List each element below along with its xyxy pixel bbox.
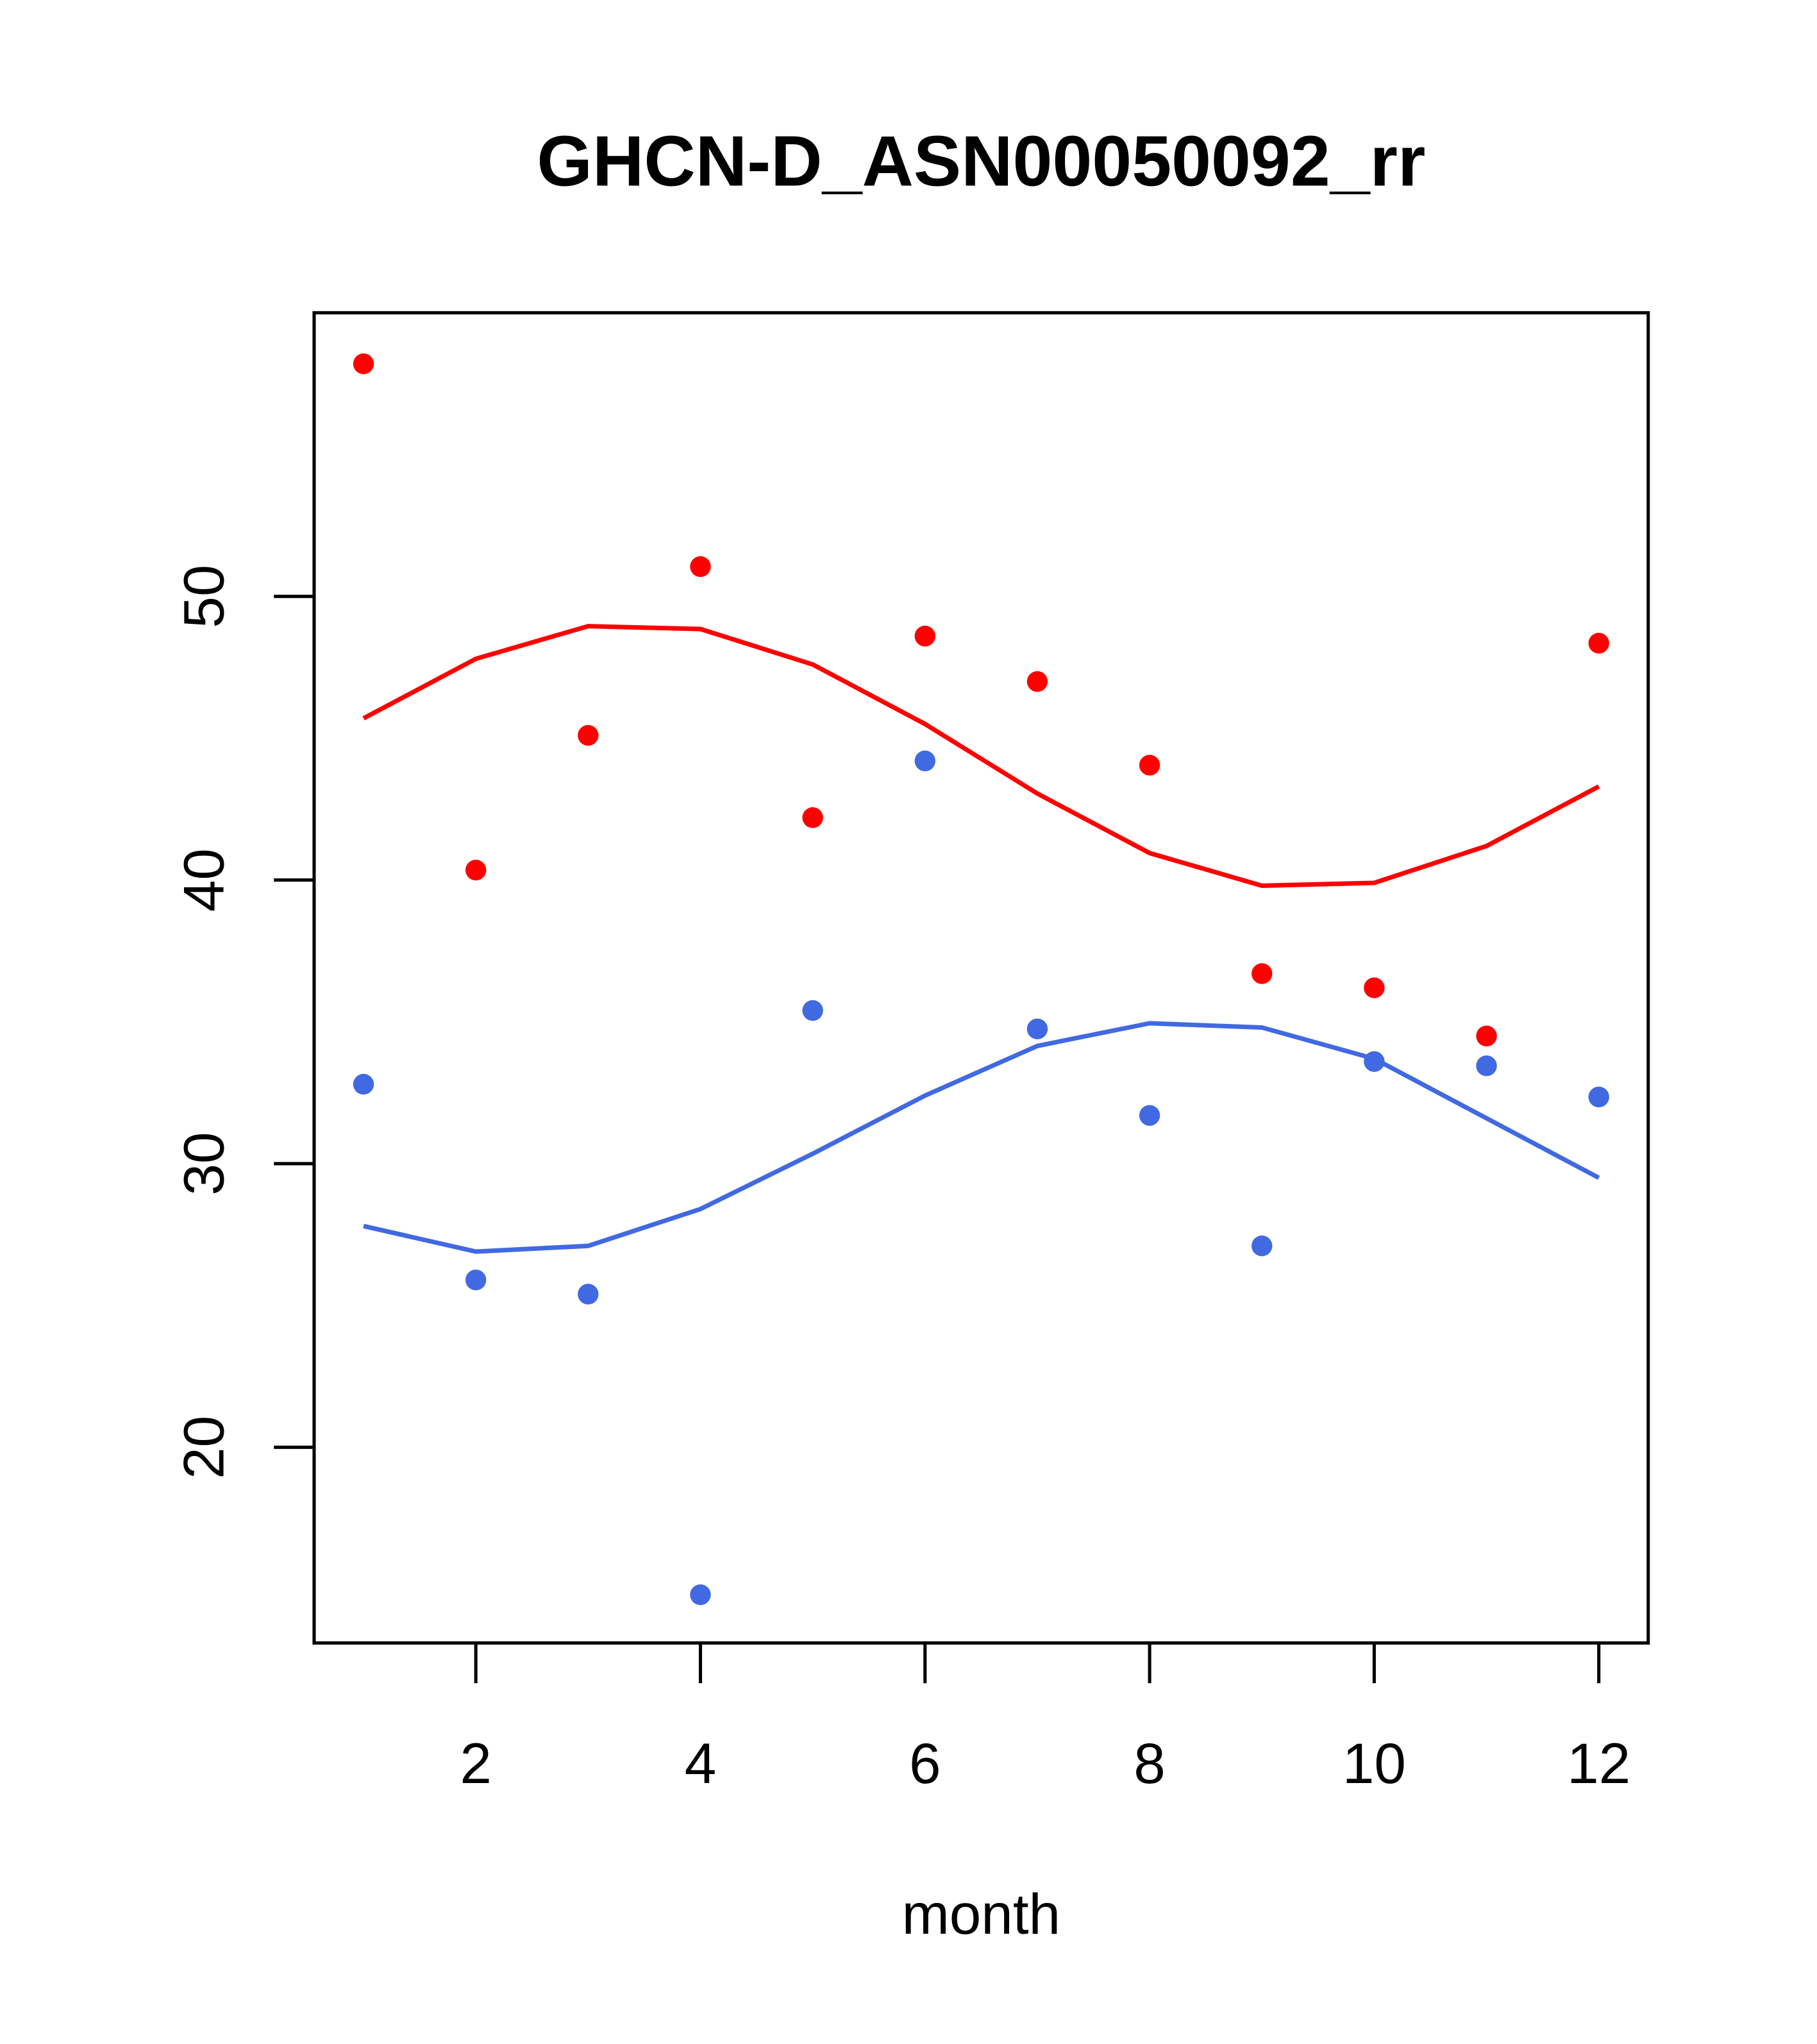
x-axis: 2 4 6 8 10 12 — [460, 1643, 1630, 1795]
red-points-point — [1139, 755, 1160, 776]
y-tick-label: 50 — [171, 565, 235, 628]
x-tick-label: 6 — [909, 1731, 941, 1795]
red-points-point — [914, 625, 935, 647]
blue-points-point — [1139, 1105, 1160, 1126]
red-points-point — [353, 353, 374, 374]
blue-points-point — [578, 1284, 599, 1305]
y-axis: 20 30 40 50 — [171, 565, 314, 1479]
y-tick-label: 40 — [171, 848, 235, 912]
plot-frame — [312, 311, 1650, 1645]
red-points-point — [1476, 1025, 1497, 1047]
red-points-point — [690, 556, 711, 577]
x-tick-label: 8 — [1134, 1731, 1166, 1795]
plot-marks — [353, 353, 1609, 1605]
red-points-point — [465, 859, 487, 881]
red-points-point — [1252, 963, 1273, 984]
blue-points-point — [1588, 1086, 1609, 1108]
blue-points-point — [1252, 1236, 1273, 1257]
red-points-point — [578, 725, 599, 746]
x-axis-label: month — [902, 1882, 1061, 1946]
blue-points-point — [353, 1073, 374, 1095]
x-tick-label: 4 — [685, 1731, 717, 1795]
blue-points-point — [914, 750, 935, 771]
x-tick-label: 12 — [1567, 1731, 1630, 1795]
red-line-series — [362, 624, 1600, 888]
red-points-point — [1588, 632, 1609, 654]
blue-line-series — [363, 1021, 1600, 1254]
y-tick-label: 30 — [171, 1132, 235, 1195]
chart-title: GHCN-D_ASN00050092_rr — [537, 121, 1425, 201]
red-points-point — [1026, 671, 1048, 692]
red-points-point — [802, 807, 823, 828]
y-tick-label: 20 — [171, 1416, 235, 1479]
blue-points-point — [1476, 1055, 1497, 1076]
blue-points-point — [465, 1269, 487, 1291]
red-points-point — [1364, 977, 1385, 998]
blue-points-point — [690, 1584, 711, 1605]
blue-points-point — [1026, 1018, 1048, 1039]
blue-points-point — [802, 1000, 823, 1021]
x-tick-label: 10 — [1343, 1731, 1406, 1795]
x-tick-label: 2 — [460, 1731, 492, 1795]
